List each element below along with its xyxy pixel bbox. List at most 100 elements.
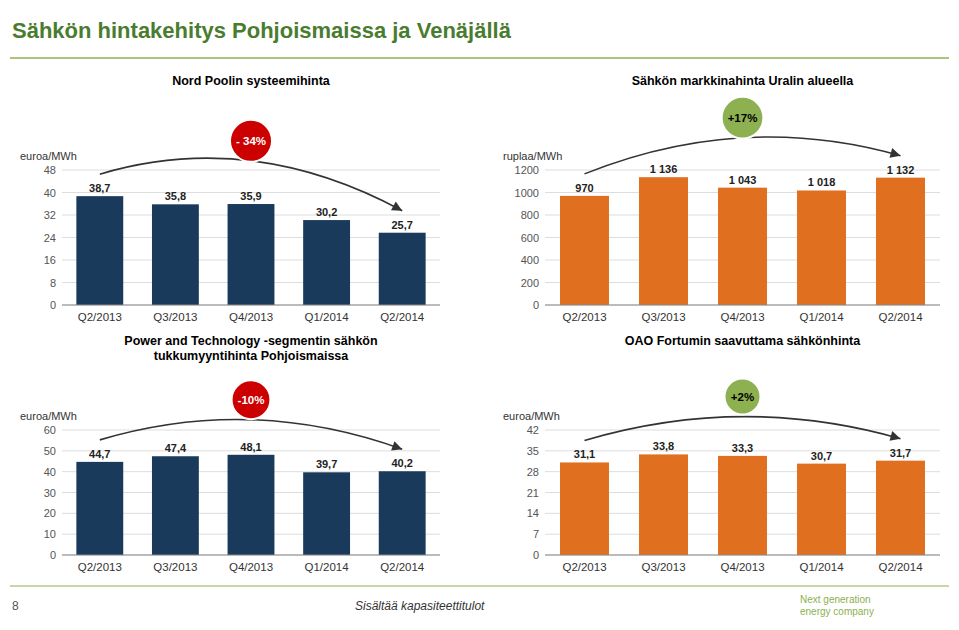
text-line: Power and Technology -segmentin sähkön: [124, 334, 377, 348]
data-label: 25,7: [391, 219, 412, 231]
grid-line: [545, 430, 940, 431]
x-tick-label: Q3/2013: [641, 311, 685, 323]
bar: [718, 456, 767, 555]
x-tick-label: Q4/2013: [720, 561, 764, 573]
bar: [876, 178, 925, 305]
grid-line: [62, 555, 440, 556]
badge-text: -10%: [238, 394, 265, 406]
y-tick-label: 30: [44, 487, 56, 499]
x-axis-line: [545, 305, 940, 306]
bar: [76, 462, 123, 555]
bar-chart: Power and Technology -segmentin sähköntu…: [20, 334, 440, 573]
y-tick-label: 8: [50, 277, 56, 289]
bar-chart: Nord Poolin systeemihintaeuroa/MWh081624…: [20, 74, 440, 323]
y-tick-label: 16: [44, 254, 56, 266]
chart-page: Sähkön hintakehitys Pohjoismaissa ja Ven…: [0, 0, 959, 630]
bars: [560, 177, 925, 305]
data-label: 38,7: [89, 182, 110, 194]
chart-title: OAO Fortumin saavuttama sähkönhinta: [625, 334, 862, 348]
y-tick-label: 0: [533, 299, 539, 311]
bar: [718, 188, 767, 305]
bar: [560, 196, 609, 305]
data-label: 44,7: [89, 448, 110, 460]
y-tick-label: 1200: [515, 164, 539, 176]
bar: [379, 233, 426, 305]
y-tick-label: 40: [44, 187, 56, 199]
data-label: 1 043: [729, 174, 757, 186]
y-axis-label: euroa/MWh: [503, 410, 560, 422]
text-line: tukkumyyntihinta Pohjoismaissa: [154, 349, 350, 363]
x-tick-label: Q2/2013: [78, 561, 122, 573]
trend-arrow: [585, 137, 901, 174]
badge: [725, 379, 761, 415]
y-tick-label: 800: [521, 209, 539, 221]
data-label: 1 132: [887, 164, 915, 176]
data-label: 30,7: [811, 450, 832, 462]
y-tick-label: 60: [44, 424, 56, 436]
bar: [379, 471, 426, 555]
data-label: 39,7: [316, 458, 337, 470]
arrow-head: [391, 202, 402, 211]
y-tick-label: 40: [44, 466, 56, 478]
y-tick-label: 400: [521, 254, 539, 266]
x-tick-label: Q2/2014: [878, 561, 923, 573]
x-tick-label: Q3/2013: [153, 311, 197, 323]
y-tick-label: 0: [50, 549, 56, 561]
x-tick-label: Q3/2013: [641, 561, 685, 573]
bar: [152, 204, 199, 305]
footer-rule: [10, 586, 949, 587]
title-rule: [10, 57, 949, 59]
chart-title: Sähkön markkinahinta Uralin alueella: [632, 74, 855, 88]
x-tick-label: Q2/2013: [562, 311, 606, 323]
badge-text: +17%: [728, 112, 758, 124]
data-label: 31,1: [574, 448, 595, 460]
x-tick-label: Q4/2013: [229, 311, 273, 323]
y-tick-label: 48: [44, 164, 56, 176]
y-tick-label: 14: [527, 507, 539, 519]
text-line: OAO Fortumin saavuttama sähkönhinta: [625, 334, 862, 348]
x-tick-label: Q1/2014: [305, 561, 350, 573]
badge-text: - 34%: [236, 135, 266, 147]
y-tick-label: 50: [44, 445, 56, 457]
x-axis-line: [62, 305, 440, 306]
data-label: 33,3: [732, 442, 753, 454]
y-tick-label: 20: [44, 507, 56, 519]
y-tick-label: 10: [44, 528, 56, 540]
text-line: energy company: [800, 606, 874, 617]
grid-line: [545, 305, 940, 306]
bar: [876, 461, 925, 555]
data-label: 40,2: [391, 457, 412, 469]
grid-line: [62, 305, 440, 306]
text-line: Nord Poolin systeemihinta: [172, 74, 331, 88]
bar: [152, 456, 199, 555]
x-tick-label: Q4/2013: [720, 311, 764, 323]
text-line: Sähkön markkinahinta Uralin alueella: [632, 74, 855, 88]
data-label: 35,8: [165, 190, 186, 202]
y-tick-label: 0: [533, 549, 539, 561]
data-label: 970: [575, 182, 593, 194]
y-axis-label: ruplaa/MWh: [503, 150, 562, 162]
y-tick-label: 200: [521, 277, 539, 289]
y-tick-label: 1000: [515, 187, 539, 199]
x-tick-label: Q1/2014: [305, 311, 350, 323]
x-tick-label: Q2/2013: [78, 311, 122, 323]
data-label: 47,4: [165, 442, 187, 454]
y-axis-label: euroa/MWh: [20, 410, 77, 422]
y-tick-label: 35: [527, 445, 539, 457]
bar-chart: OAO Fortumin saavuttama sähkönhinta euroa…: [503, 334, 940, 573]
bar: [76, 196, 123, 305]
arrow-head: [890, 148, 901, 158]
data-label: 31,7: [890, 447, 911, 459]
bars: [76, 196, 425, 305]
data-label: 33,8: [653, 440, 674, 452]
bar: [639, 454, 688, 555]
arrow-head: [890, 431, 901, 441]
chart-title: Power and Technology -segmentin sähköntu…: [124, 334, 377, 363]
badge: [722, 97, 764, 139]
bars: [560, 454, 925, 555]
y-tick-label: 28: [527, 466, 539, 478]
grid-line: [545, 555, 940, 556]
data-label: 1 018: [808, 176, 836, 188]
trend-arrow: [100, 419, 402, 449]
grid-line: [62, 430, 440, 431]
